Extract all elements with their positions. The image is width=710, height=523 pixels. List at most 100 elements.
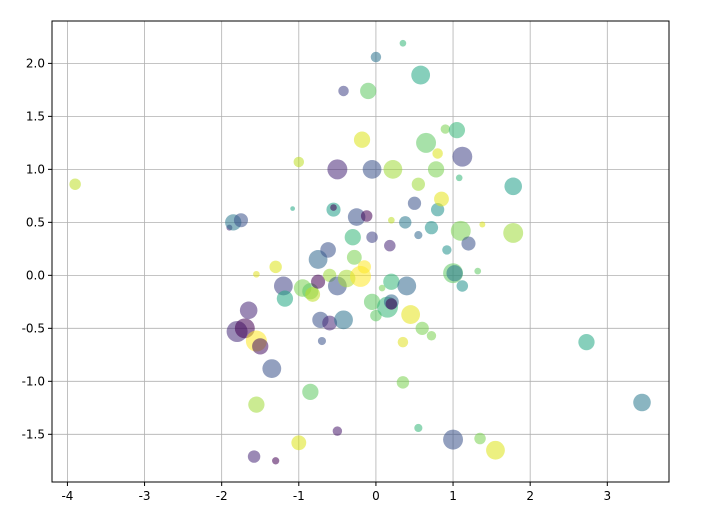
x-tick-label: 2 (526, 489, 534, 503)
scatter-point (360, 210, 373, 222)
scatter-point (486, 440, 505, 460)
scatter-point (360, 82, 377, 100)
scatter-point (253, 270, 260, 278)
scatter-point (397, 276, 417, 296)
scatter-point (455, 174, 463, 182)
axis-ticks (48, 62, 608, 486)
scatter-point (383, 159, 403, 179)
x-tick-label: -2 (216, 489, 228, 503)
y-tick-label: 0.5 (26, 215, 45, 229)
x-tick-label: -1 (293, 489, 305, 503)
scatter-point (252, 338, 269, 355)
x-axis-tick-labels: -4 -3 -2 -1 0 1 2 3 (61, 489, 611, 503)
scatter-point (69, 178, 81, 190)
scatter-point (262, 359, 282, 378)
scatter-point (344, 229, 361, 246)
scatter-point (384, 239, 396, 252)
scatter-point (411, 177, 425, 191)
scatter-point (399, 39, 407, 47)
scatter-point (239, 301, 258, 320)
scatter-point (474, 432, 486, 445)
scatter-point (426, 331, 437, 341)
scatter-point (357, 260, 371, 274)
scatter-point (427, 161, 445, 178)
scatter-point (416, 132, 437, 153)
scatter-point (401, 305, 421, 324)
scatter-point (291, 435, 307, 451)
y-tick-label: 0.0 (26, 268, 45, 282)
scatter-point (276, 290, 294, 307)
scatter-point (414, 423, 423, 433)
scatter-point (503, 222, 524, 243)
scatter-point (347, 208, 366, 226)
scatter-point (633, 393, 651, 412)
scatter-point (362, 159, 382, 179)
scatter-point (578, 333, 595, 351)
scatter-point (269, 260, 282, 274)
x-tick-label: 3 (603, 489, 611, 503)
scatter-point (504, 177, 522, 196)
scatter-point (332, 426, 343, 436)
scatter-point (448, 122, 466, 139)
y-tick-label: -0.5 (22, 321, 45, 335)
scatter-point (443, 429, 464, 450)
grid-lines (52, 21, 669, 482)
scatter-point (388, 216, 395, 224)
scatter-point (322, 315, 338, 331)
scatter-point (378, 284, 386, 292)
scatter-point (415, 321, 429, 335)
y-axis-tick-labels: -1.5 -1.0 -0.5 0.0 0.5 1.0 1.5 2.0 (22, 56, 45, 441)
scatter-point (432, 148, 443, 159)
scatter-point (248, 396, 265, 413)
scatter-point (397, 336, 409, 348)
scatter-point (424, 221, 439, 235)
scatter-point (414, 231, 423, 240)
scatter-point (399, 216, 412, 229)
scatter-point (440, 124, 451, 134)
scatter-point (442, 245, 452, 255)
y-tick-label: 1.0 (26, 162, 45, 176)
scatter-point (385, 298, 398, 310)
scatter-point (383, 273, 400, 290)
scatter-point (247, 450, 261, 463)
scatter-point (233, 213, 248, 228)
scatter-point (450, 220, 471, 241)
scatter-point (474, 267, 482, 275)
scatter-point (305, 286, 321, 302)
y-tick-label: -1.5 (22, 427, 45, 441)
scatter-point (456, 280, 469, 292)
scatter-point (330, 204, 337, 211)
scatter-point (370, 51, 382, 63)
scatter-point (452, 146, 473, 167)
x-tick-label: 0 (372, 489, 380, 503)
scatter-point (338, 85, 349, 97)
scatter-point (411, 65, 431, 85)
x-tick-label: 1 (449, 489, 457, 503)
plot-frame (51, 20, 670, 483)
scatter-point (317, 336, 327, 346)
scatter-point (293, 156, 305, 168)
scatter-point (407, 196, 422, 210)
scatter-point (302, 383, 319, 401)
scatter-point (290, 206, 295, 211)
y-tick-label: -1.0 (22, 374, 45, 388)
scatter-point (363, 293, 381, 310)
scatter-point (434, 191, 449, 207)
scatter-point (346, 249, 362, 265)
x-tick-label: -3 (139, 489, 151, 503)
scatter-point (461, 236, 476, 251)
scatter-point (273, 276, 293, 296)
y-tick-label: 1.5 (26, 109, 45, 123)
y-tick-label: 2.0 (26, 56, 45, 70)
scatter-point (353, 131, 371, 148)
scatter-points (69, 39, 651, 465)
scatter-point (334, 310, 353, 330)
scatter-point (311, 274, 326, 289)
scatter-point (272, 457, 280, 465)
scatter-point (366, 231, 378, 243)
scatter-point (479, 221, 486, 228)
x-tick-label: -4 (61, 489, 73, 503)
scatter-point (396, 376, 410, 389)
scatter-point (320, 242, 336, 258)
